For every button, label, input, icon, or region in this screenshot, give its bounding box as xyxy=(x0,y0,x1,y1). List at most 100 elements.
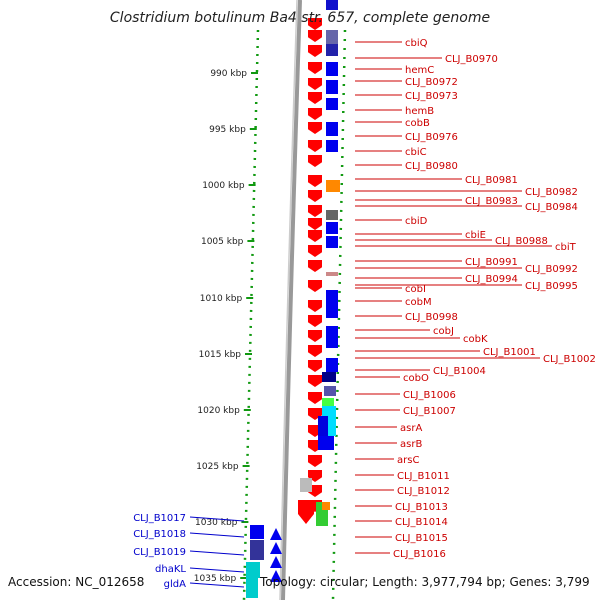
gene-arrow-forward xyxy=(270,528,282,540)
gene-label-clj_b1017: CLJ_B1017 xyxy=(133,513,186,524)
gene-label-clj_b0998: CLJ_B0998 xyxy=(405,312,458,323)
cds-box xyxy=(326,44,338,56)
leader-line xyxy=(189,582,245,588)
gene-arrow-forward xyxy=(270,556,282,568)
scale-tick-label: 1000 kbp xyxy=(202,181,245,191)
leader-line xyxy=(189,550,245,556)
gene-label-cbid: cbiD xyxy=(405,216,428,227)
cds-box xyxy=(326,98,338,110)
gene-arrow xyxy=(308,330,322,342)
cds-box xyxy=(326,304,338,318)
gene-label-clj_b0991: CLJ_B0991 xyxy=(465,257,518,268)
gene-label-clj_b1019: CLJ_B1019 xyxy=(133,547,186,558)
gene-label-clj_b0970: CLJ_B0970 xyxy=(445,54,498,65)
gene-arrow xyxy=(308,360,322,372)
genome-backbone-shadow xyxy=(279,0,298,600)
cds-box xyxy=(322,398,334,406)
cds-box xyxy=(246,578,258,598)
gene-arrow-forward xyxy=(270,542,282,554)
gene-label-clj_b1004: CLJ_B1004 xyxy=(433,366,486,377)
gene-label-clj_b0984: CLJ_B0984 xyxy=(525,202,578,213)
accession-text: Accession: NC_012658 xyxy=(8,575,145,589)
scale-tick-label: 995 kbp xyxy=(209,125,246,135)
gene-arrow xyxy=(308,392,322,404)
gene-label-cobb: cobB xyxy=(405,118,430,129)
gene-arrow xyxy=(308,30,322,42)
gene-arrow xyxy=(308,260,322,272)
gene-arrow xyxy=(308,155,322,167)
gene-arrow xyxy=(308,345,322,357)
scale-tick-label: 1005 kbp xyxy=(201,237,244,247)
scale-tick-label: 1025 kbp xyxy=(196,462,239,472)
gene-label-clj_b1001: CLJ_B1001 xyxy=(483,347,536,358)
gene-label-asra: asrA xyxy=(400,423,422,434)
map-title: Clostridium botulinum Ba4 str. 657, comp… xyxy=(109,10,491,26)
gene-label-clj_b1015: CLJ_B1015 xyxy=(395,533,448,544)
gene-label-hemb: hemB xyxy=(405,106,434,117)
cds-box xyxy=(250,525,264,539)
gene-arrow xyxy=(308,245,322,257)
scale-tick-label: 1015 kbp xyxy=(199,350,242,360)
cds-box xyxy=(326,340,338,348)
gene-label-clj_b0988: CLJ_B0988 xyxy=(495,236,548,247)
leader-line xyxy=(189,532,245,538)
gene-pseudo xyxy=(300,478,312,492)
gene-label-cbie: cbiE xyxy=(465,230,486,241)
cds-box xyxy=(326,326,338,340)
gene-label-clj_b0992: CLJ_B0992 xyxy=(525,264,578,275)
scale-tick-label: 1030 kbp xyxy=(195,518,238,528)
cds-box xyxy=(326,80,338,94)
gene-label-clj_b1014: CLJ_B1014 xyxy=(395,517,448,528)
gene-label-cobo: cobO xyxy=(403,373,429,384)
gene-arrow xyxy=(308,218,322,230)
gene-label-cbiq: cbiQ xyxy=(405,38,428,49)
leader-line xyxy=(189,567,245,573)
gene-arrow xyxy=(308,230,322,242)
gene-label-clj_b0976: CLJ_B0976 xyxy=(405,132,458,143)
cds-box xyxy=(326,0,338,10)
cds-box xyxy=(326,358,338,372)
gene-arrow xyxy=(308,175,322,187)
gene-label-asrb: asrB xyxy=(400,439,422,450)
gene-label-clj_b1002: CLJ_B1002 xyxy=(543,354,596,365)
gene-arrow xyxy=(308,455,322,467)
cds-box xyxy=(326,210,338,220)
cds-box xyxy=(326,290,338,304)
cds-box xyxy=(326,272,338,276)
cds-box xyxy=(318,436,334,450)
gene-label-clj_b0982: CLJ_B0982 xyxy=(525,187,578,198)
cds-box xyxy=(318,416,328,436)
gene-label-clj_b1011: CLJ_B1011 xyxy=(397,471,450,482)
gene-arrow xyxy=(308,315,322,327)
gene-label-clj_b0973: CLJ_B0973 xyxy=(405,91,458,102)
gene-label-cobj: cobJ xyxy=(433,326,454,337)
gene-label-clj_b1007: CLJ_B1007 xyxy=(403,406,456,417)
gene-label-dhakl: dhaKL xyxy=(155,564,186,575)
gene-label-glda: gldA xyxy=(164,579,186,590)
gene-label-clj_b1016: CLJ_B1016 xyxy=(393,549,446,560)
gene-label-clj_b1006: CLJ_B1006 xyxy=(403,390,456,401)
scale-tick-label: 1010 kbp xyxy=(200,294,243,304)
cds-box xyxy=(324,386,336,396)
cds-box xyxy=(326,180,340,192)
gene-label-clj_b1018: CLJ_B1018 xyxy=(133,529,186,540)
leader-line xyxy=(189,516,245,522)
gene-label-clj_b0972: CLJ_B0972 xyxy=(405,77,458,88)
cds-box xyxy=(322,502,330,510)
gene-arrow xyxy=(308,18,322,30)
gene-label-arsc: arsC xyxy=(397,455,419,466)
cds-box xyxy=(326,122,338,136)
cds-box xyxy=(250,540,264,560)
gene-arrow xyxy=(308,122,322,134)
gene-arrow xyxy=(308,375,322,387)
cds-box xyxy=(326,236,338,248)
scale-tick-label: 990 kbp xyxy=(210,69,247,79)
gene-label-cobk: cobK xyxy=(463,334,488,345)
inner-guide-line xyxy=(242,29,260,600)
gene-label-clj_b0983: CLJ_B0983 xyxy=(465,196,518,207)
gene-label-clj_b1013: CLJ_B1013 xyxy=(395,502,448,513)
gene-label-cbic: cbiC xyxy=(405,147,427,158)
cds-box xyxy=(326,62,338,76)
cds-box xyxy=(246,562,260,578)
